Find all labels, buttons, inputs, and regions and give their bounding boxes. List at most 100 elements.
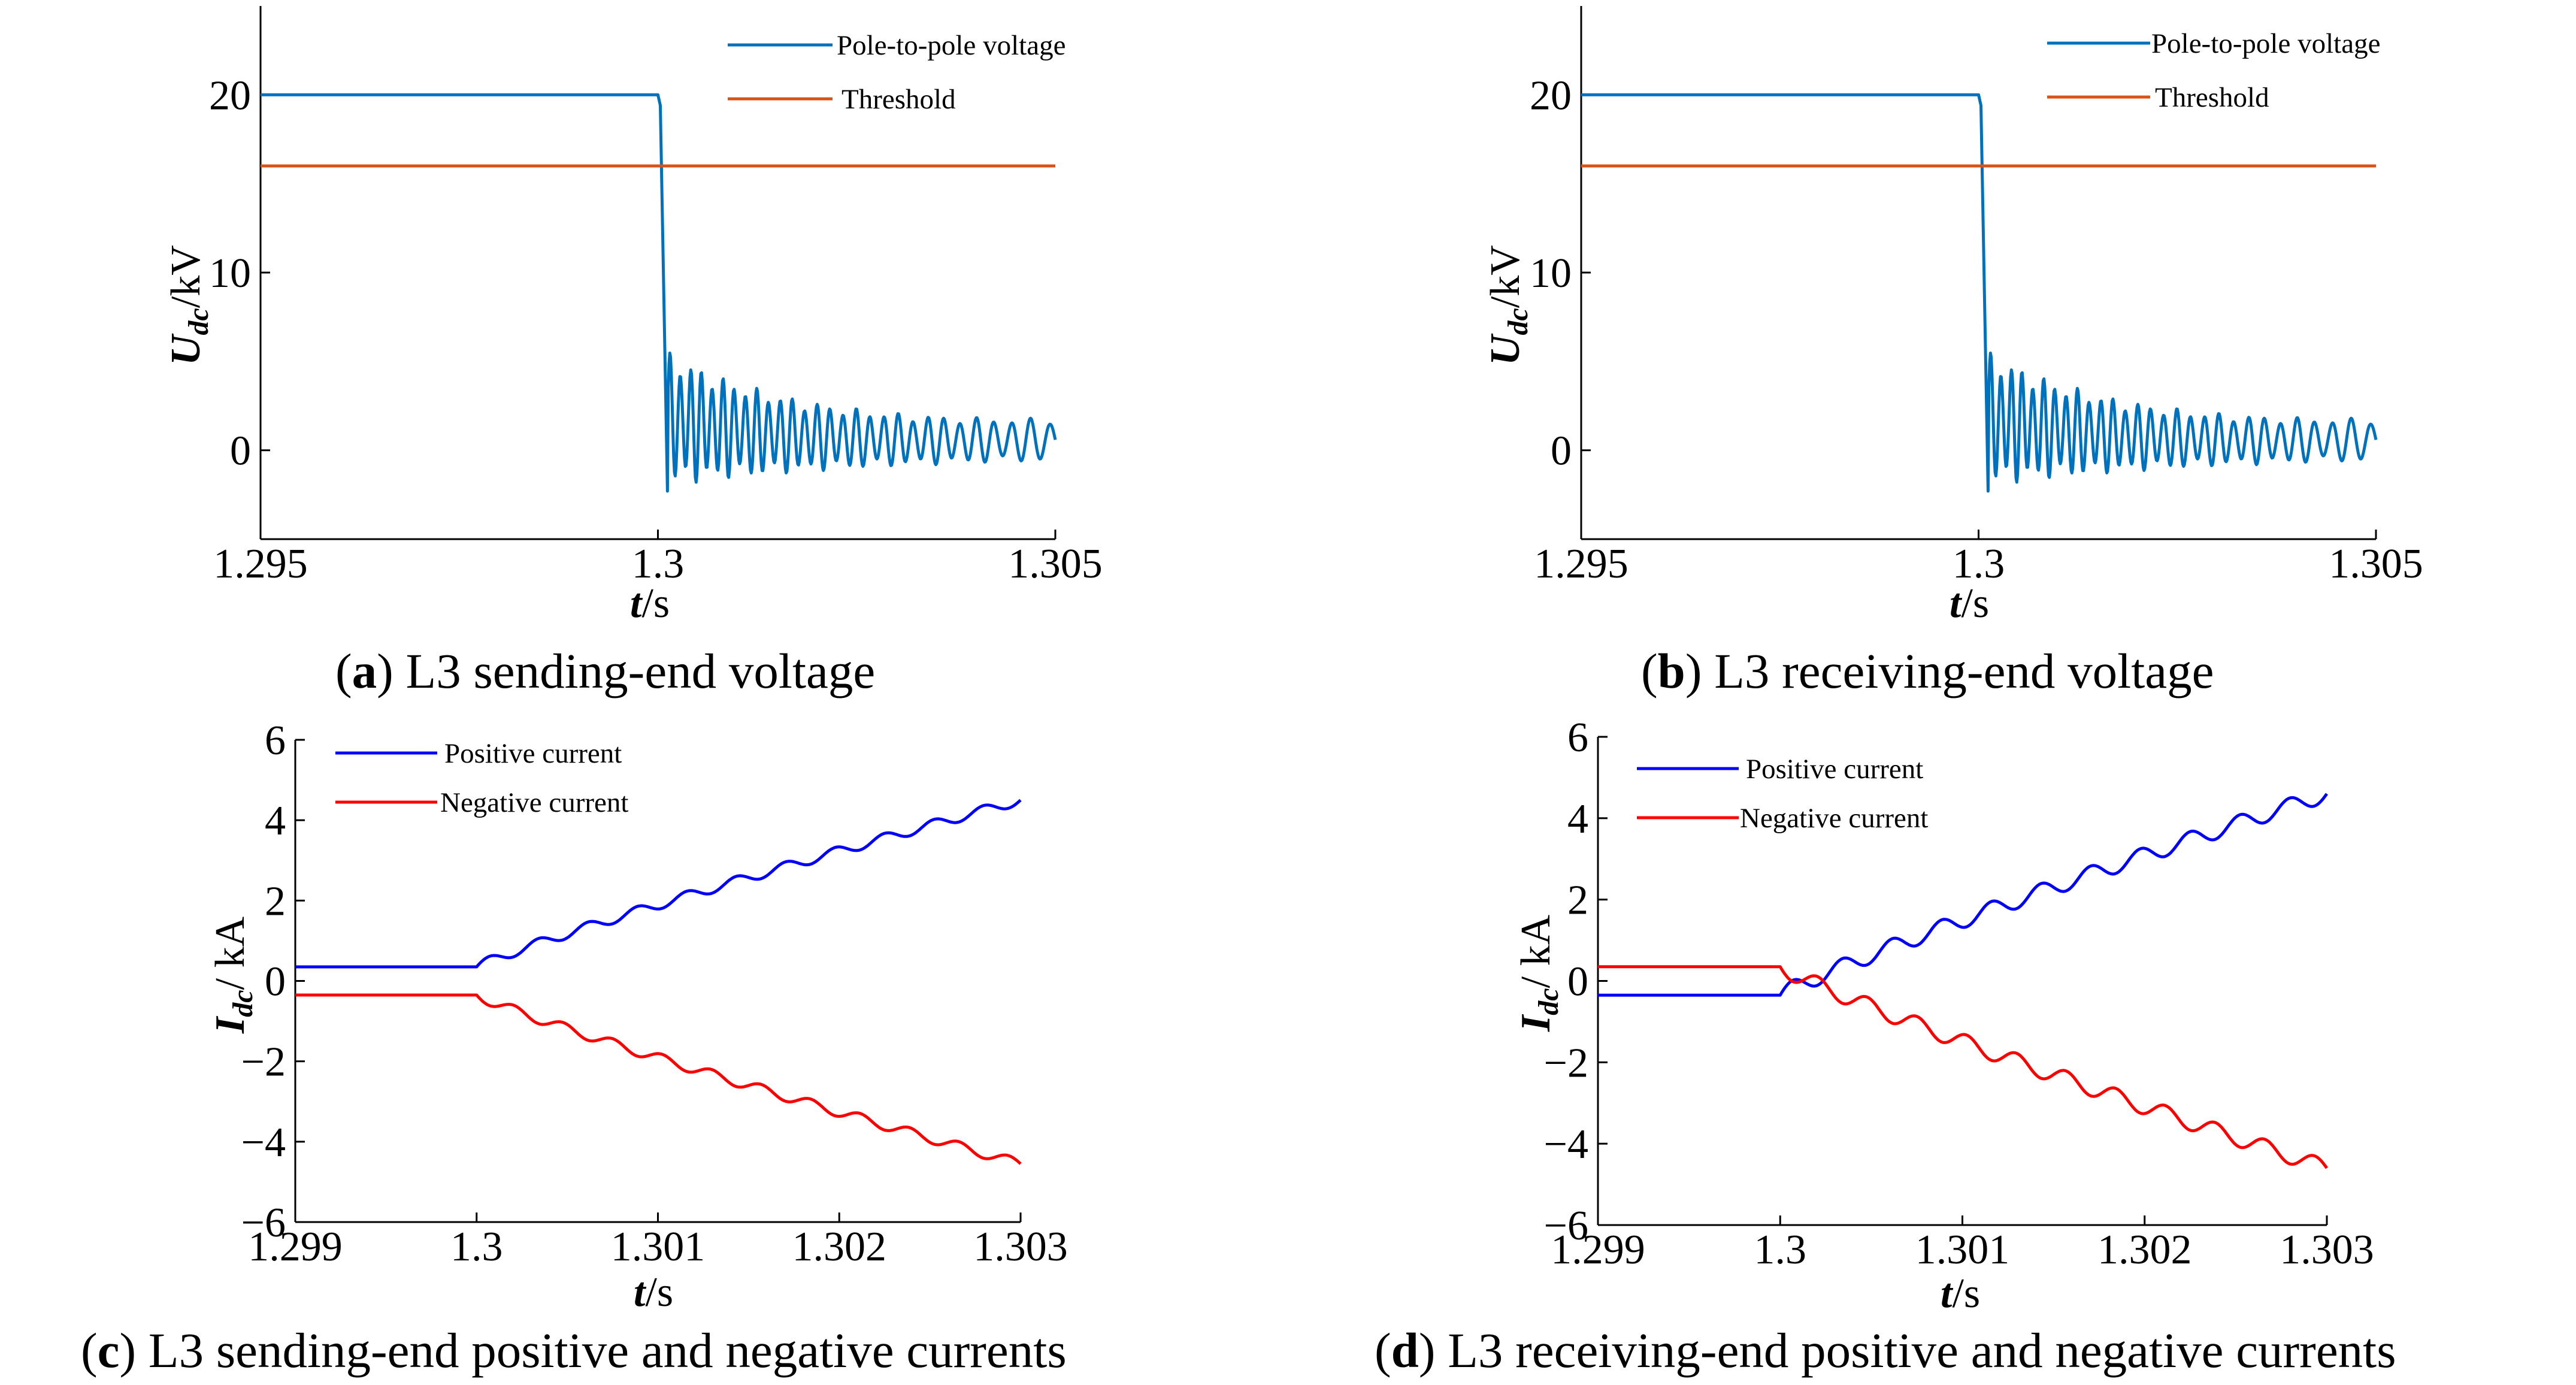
caption-letter: b <box>1658 643 1685 698</box>
series-positive-current <box>295 799 1022 969</box>
x-axis-label: t/s <box>634 1269 673 1316</box>
ylabel-symbol: I <box>207 1015 253 1034</box>
x-tick-label: 1.299 <box>248 1224 343 1270</box>
legend-label-threshold: Threshold <box>841 84 956 115</box>
series-positive-current <box>1598 793 2329 997</box>
x-tick-label: 1.301 <box>611 1224 706 1270</box>
xlabel-unit: /s <box>641 580 670 627</box>
legend-label-voltage: Pole-to-pole voltage <box>837 30 1065 61</box>
legend-label-positive: Positive current <box>1746 754 1923 785</box>
xlabel-unit: /s <box>645 1269 673 1316</box>
legend: Pole-to-pole voltage Threshold <box>728 30 1065 115</box>
ylabel-unit: / kA <box>1513 914 1559 988</box>
y-tick-label: −2 <box>1544 1040 1588 1086</box>
y-tick-label: 2 <box>265 878 286 924</box>
y-tick-label: 0 <box>1567 959 1588 1005</box>
ylabel-unit: / kA <box>207 916 253 990</box>
y-tick-label: 20 <box>1530 72 1572 119</box>
y-tick-label: −6 <box>241 1200 286 1246</box>
legend-label-threshold: Threshold <box>2155 82 2269 113</box>
y-tick-label: −6 <box>1544 1203 1588 1249</box>
xlabel-symbol: t <box>634 1269 647 1316</box>
y-axis-label: Idc/ kA <box>1513 914 1564 1032</box>
caption-letter: a <box>352 643 377 698</box>
x-tick-label: 1.303 <box>2280 1227 2374 1273</box>
y-tick-label: 2 <box>1567 878 1588 924</box>
legend: Pole-to-pole voltage Threshold <box>2047 28 2380 113</box>
legend-label-negative: Negative current <box>440 787 628 818</box>
x-tick-label: 1.3 <box>450 1224 503 1270</box>
ylabel-symbol: U <box>163 333 209 365</box>
x-tick-label: 1.305 <box>1008 541 1103 587</box>
y-tick-label: 4 <box>265 798 286 844</box>
caption-letter: d <box>1391 1323 1419 1378</box>
y-tick-label: 10 <box>1530 250 1572 297</box>
x-tick-label: 1.3 <box>1953 541 2005 587</box>
x-tick-label: 1.3 <box>1754 1227 1807 1273</box>
panel-b: 1.295 1.3 1.305 0 10 20 Pole-to-pole voltage … <box>1482 6 2423 698</box>
caption-letter: c <box>98 1323 120 1378</box>
caption: (b) L3 receiving-end voltage <box>1641 643 2214 698</box>
x-tick-label: 1.302 <box>792 1224 887 1270</box>
plot-area <box>295 799 1022 1165</box>
x-tick-label: 1.3 <box>632 541 685 587</box>
y-tick-label: 0 <box>1551 428 1572 474</box>
y-axis-label: Udc/kV <box>163 245 214 365</box>
x-tick-label: 1.301 <box>1915 1227 2010 1273</box>
y-tick-label: −2 <box>241 1039 286 1085</box>
ylabel-unit: /kV <box>163 245 209 308</box>
y-tick-label: 20 <box>209 72 251 119</box>
xlabel-symbol: t <box>630 580 643 627</box>
xlabel-symbol: t <box>1941 1271 1954 1317</box>
ylabel-symbol: I <box>1513 1014 1559 1032</box>
y-tick-label: 6 <box>265 718 286 764</box>
ylabel-unit: /kV <box>1482 245 1528 308</box>
caption-text: L3 sending-end voltage <box>393 643 875 698</box>
x-tick-label: 1.295 <box>1534 541 1628 587</box>
y-tick-label: −4 <box>241 1120 286 1166</box>
caption: (d) L3 receiving-end positive and negati… <box>1375 1323 2396 1378</box>
ylabel-subscript: dc <box>1502 308 1534 335</box>
series-negative-current <box>295 993 1022 1165</box>
caption: (a) L3 sending-end voltage <box>335 643 875 698</box>
legend-label-voltage: Pole-to-pole voltage <box>2151 28 2380 59</box>
caption-text: L3 sending-end positive and negative cur… <box>136 1323 1067 1378</box>
panel-d: 1.299 1.3 1.301 1.302 1.303 −6 −4 −2 0 2 4 6 Positi… <box>1375 715 2396 1378</box>
plot-area <box>261 93 1057 493</box>
ylabel-subscript: dc <box>227 990 259 1017</box>
ticks: 1.295 1.3 1.305 0 10 20 <box>1530 72 2423 587</box>
y-tick-label: −4 <box>1544 1121 1588 1168</box>
y-axis-label: Idc/ kA <box>207 916 259 1034</box>
legend-label-positive: Positive current <box>444 738 622 769</box>
ticks: 1.299 1.3 1.301 1.302 1.303 −6 −4 −2 0 2 4 6 <box>241 718 1068 1270</box>
caption: (c) L3 sending-end positive and negative… <box>81 1323 1067 1378</box>
plot-area <box>1581 93 2378 493</box>
panel-c: 1.299 1.3 1.301 1.302 1.303 −6 −4 −2 0 2 4 6 Positi… <box>81 718 1068 1378</box>
ylabel-symbol: U <box>1482 333 1528 365</box>
y-tick-label: 0 <box>230 428 251 474</box>
caption-text: L3 receiving-end voltage <box>1702 643 2214 698</box>
xlabel-unit: /s <box>1961 580 1989 627</box>
y-tick-label: 0 <box>265 959 286 1005</box>
x-tick-label: 1.305 <box>2329 541 2423 587</box>
legend: Positive current Negative current <box>335 738 628 818</box>
xlabel-unit: /s <box>1952 1271 1980 1317</box>
series-negative-current <box>1598 965 2329 1169</box>
panel-a: 1.295 1.3 1.305 0 10 20 Pole-to-pole voltage … <box>163 6 1103 698</box>
x-axis-label: t/s <box>1941 1271 1980 1317</box>
ticks: 1.299 1.3 1.301 1.302 1.303 −6 −4 −2 0 2 4 6 <box>1544 715 2374 1273</box>
plot-area <box>1598 793 2329 1169</box>
ylabel-subscript: dc <box>1533 988 1564 1015</box>
ticks: 1.295 1.3 1.305 0 10 20 <box>209 72 1103 587</box>
legend: Positive current Negative current <box>1637 754 1928 834</box>
x-tick-label: 1.299 <box>1551 1227 1645 1273</box>
x-axis-label: t/s <box>1950 580 1989 627</box>
y-tick-label: 6 <box>1567 715 1588 761</box>
y-tick-label: 4 <box>1567 796 1588 842</box>
x-axis-label: t/s <box>630 580 670 627</box>
series-pole-to-pole-voltage <box>1581 93 2378 493</box>
xlabel-symbol: t <box>1950 580 1963 627</box>
y-axis-label: Udc/kV <box>1482 245 1534 365</box>
ylabel-subscript: dc <box>183 308 214 335</box>
